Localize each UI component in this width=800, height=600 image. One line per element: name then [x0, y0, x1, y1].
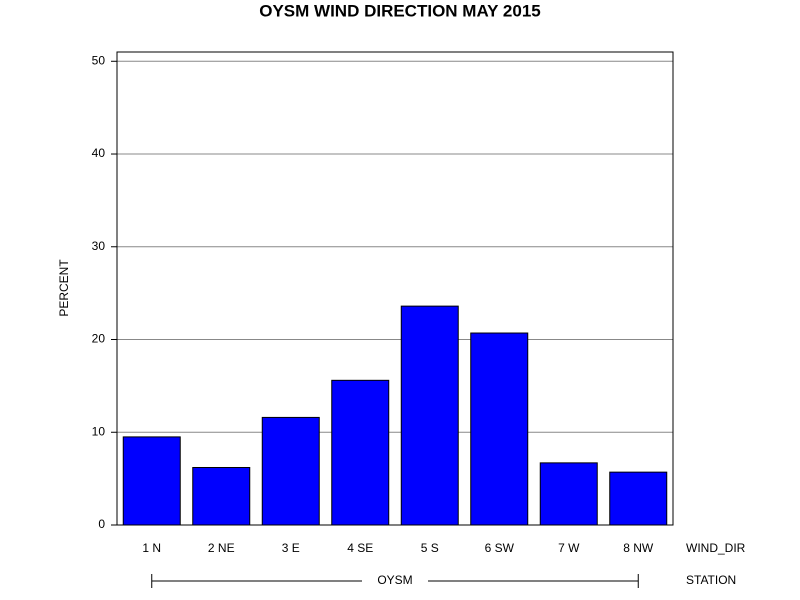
x-tick-label: 1 N [142, 541, 161, 555]
y-tick-label: 0 [98, 517, 105, 531]
bar [261, 416, 320, 526]
bar [331, 379, 390, 526]
y-tick-label: 50 [92, 53, 106, 67]
y-axis-label: PERCENT [57, 259, 71, 317]
x-axis-label: WIND_DIR [686, 541, 746, 555]
bar [609, 471, 668, 526]
chart-title: OYSM WIND DIRECTION MAY 2015 [259, 1, 541, 20]
group-label: OYSM [377, 573, 412, 587]
bar [192, 466, 251, 526]
x-tick-label: 2 NE [208, 541, 235, 555]
bar [400, 305, 459, 526]
bar [539, 462, 598, 526]
x-tick-label: 7 W [558, 541, 580, 555]
x-tick-label: 4 SE [347, 541, 373, 555]
group-axis-label: STATION [686, 573, 736, 587]
y-tick-label: 30 [92, 239, 106, 253]
x-tick-label: 3 E [282, 541, 300, 555]
y-tick-label: 10 [92, 424, 106, 438]
x-tick-label: 5 S [421, 541, 439, 555]
bar [122, 436, 181, 526]
y-tick-label: 40 [92, 146, 106, 160]
x-tick-label: 8 NW [623, 541, 654, 555]
bar [470, 332, 529, 526]
y-tick-label: 20 [92, 332, 106, 346]
plot-frame [116, 51, 674, 526]
x-tick-label: 6 SW [485, 541, 515, 555]
